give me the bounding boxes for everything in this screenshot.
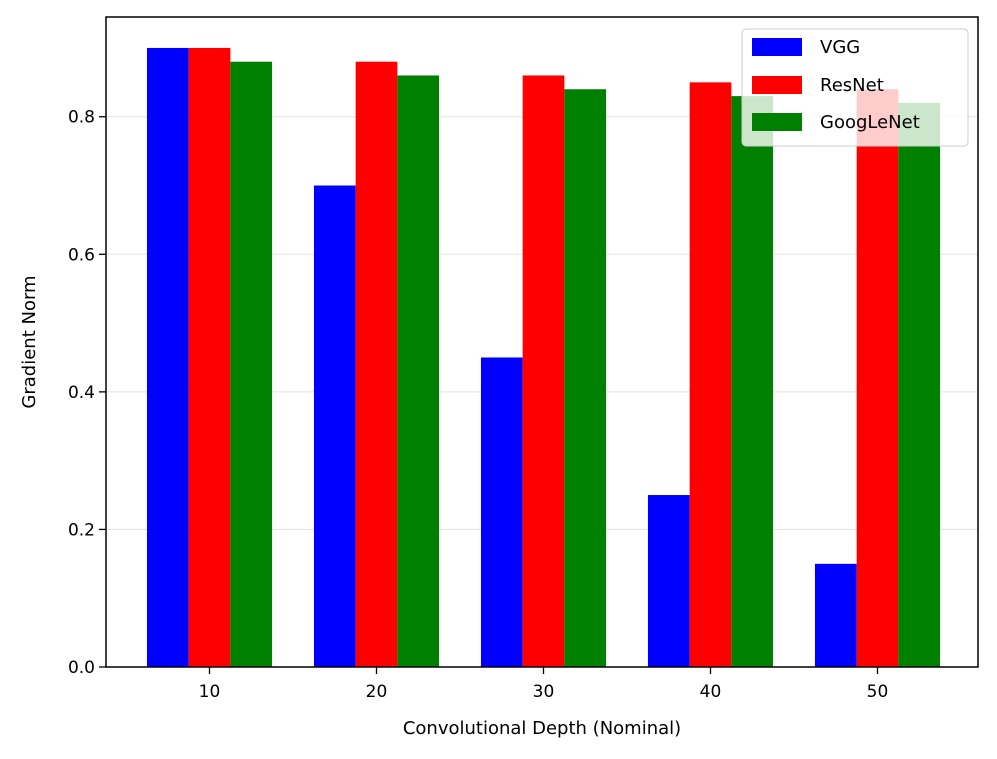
legend-label-googlenet: GoogLeNet [820,112,920,133]
bar-resnet-10 [188,47,231,667]
y-tick-label: 0.2 [68,520,95,540]
bar-resnet-30 [522,75,565,668]
bar-vgg-50 [814,563,857,667]
legend-swatch-googlenet [752,113,802,131]
y-tick-label: 0.4 [68,383,95,403]
legend-swatch-vgg [752,38,802,56]
bar-googlenet-20 [397,75,440,668]
legend: VGG ResNet GoogLeNet [741,28,969,147]
bar-vgg-20 [313,185,356,667]
bar-googlenet-10 [230,61,273,668]
y-tick-label: 0.0 [68,658,95,678]
legend-label-resnet: ResNet [820,75,884,96]
bar-vgg-40 [647,495,690,667]
x-tick-label: 30 [533,682,555,702]
y-tick-label: 0.6 [68,245,95,265]
bar-googlenet-50 [898,102,941,668]
y-axis-label: Gradient Norm [19,275,40,408]
x-axis-label: Convolutional Depth (Nominal) [403,718,681,739]
bar-resnet-50 [856,89,899,667]
bar-resnet-40 [689,82,732,667]
x-tick-label: 50 [867,682,889,702]
plot-frame [105,16,979,668]
legend-swatch-resnet [752,76,802,94]
axis-ticks: 0.0 0.2 0.4 0.6 0.8 10 20 30 40 50 [68,108,888,702]
legend-label-vgg: VGG [820,37,860,58]
y-tick-label: 0.8 [68,108,95,128]
x-tick-label: 20 [366,682,388,702]
bar-googlenet-40 [731,96,774,668]
bar-resnet-20 [355,61,398,668]
bar-vgg-10 [146,47,189,667]
bars [146,47,941,668]
bar-googlenet-30 [564,89,607,667]
bar-vgg-30 [480,357,523,667]
x-tick-label: 40 [700,682,722,702]
x-tick-label: 10 [199,682,221,702]
